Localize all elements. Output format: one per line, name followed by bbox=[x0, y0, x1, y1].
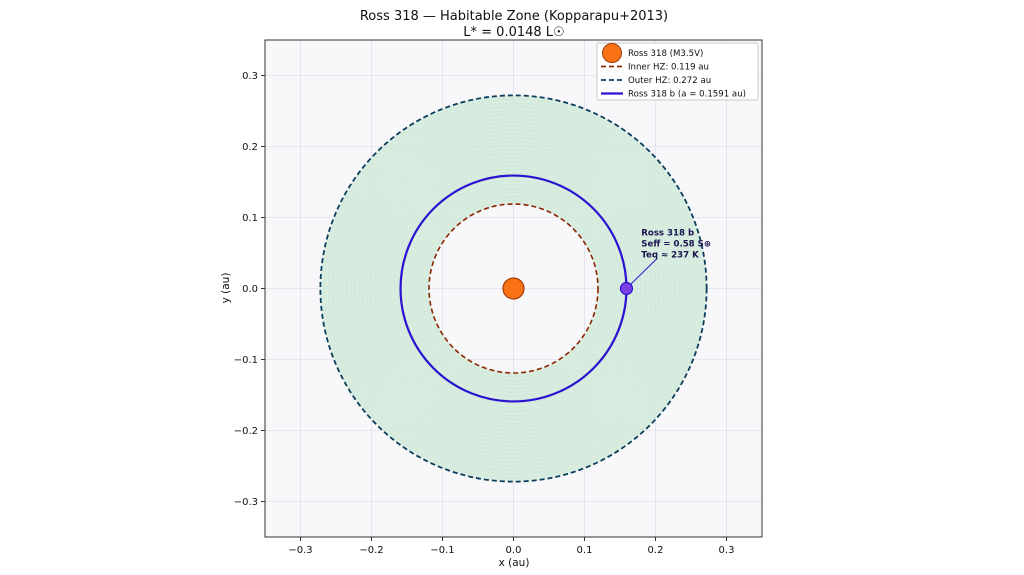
legend-star-swatch bbox=[602, 43, 622, 63]
annotation-line: Ross 318 b bbox=[641, 228, 694, 238]
y-tick-label: −0.3 bbox=[234, 497, 258, 508]
planet-marker bbox=[619, 281, 634, 296]
habitable-zone-hatch bbox=[409, 184, 618, 393]
habitable-zone-hatch bbox=[347, 122, 680, 455]
markers bbox=[502, 277, 634, 300]
habitable-zone-hatch bbox=[331, 106, 696, 471]
x-tick-label: 0.3 bbox=[719, 545, 735, 556]
x-tick-label: 0.0 bbox=[506, 545, 522, 556]
x-tick-label: −0.1 bbox=[430, 545, 454, 556]
legend-entry: Inner HZ: 0.119 au bbox=[628, 63, 709, 73]
habitable-zone-hatch bbox=[324, 99, 703, 478]
legend-box bbox=[596, 42, 759, 101]
x-tick-label: 0.2 bbox=[648, 545, 664, 556]
annotation-line: Teq ≈ 237 K bbox=[641, 250, 699, 260]
habitable-zone-hatch bbox=[390, 165, 637, 412]
y-tick-label: −0.2 bbox=[234, 426, 258, 437]
habitable-zone-hatch bbox=[424, 199, 603, 378]
x-tick-label: −0.3 bbox=[288, 545, 312, 556]
habitable-zone-hatch bbox=[343, 118, 684, 459]
habitable-zone-hatch bbox=[386, 161, 641, 416]
habitable-zone-hatch bbox=[370, 145, 657, 432]
habitable-zone-hatch bbox=[335, 110, 692, 467]
habitable-zone-hatch bbox=[382, 157, 645, 420]
y-tick-label: 0.2 bbox=[242, 142, 258, 153]
chart-subtitle: L* = 0.0148 L☉ bbox=[463, 25, 564, 40]
y-tick-label: 0.1 bbox=[242, 213, 258, 224]
habitable-zone-hatch bbox=[417, 192, 610, 385]
chart-title: Ross 318 — Habitable Zone (Kopparapu+201… bbox=[360, 9, 668, 24]
inner-hz-circle bbox=[428, 203, 599, 374]
x-axis-label: x (au) bbox=[499, 557, 530, 569]
habitable-zone-hatch bbox=[359, 134, 668, 443]
habitable-zone-hatch bbox=[413, 188, 614, 389]
legend-entry: Outer HZ: 0.272 au bbox=[628, 76, 711, 86]
axis-ticks: −0.3 −0.2 −0.1 0.0 0.1 0.2 0.3 −0.3 −0.2 −0.1 0.0 0… bbox=[234, 71, 735, 556]
habitable-zone-hatch bbox=[378, 153, 649, 424]
habitable-zone-hatch bbox=[366, 141, 661, 436]
outer-hz-circle bbox=[319, 94, 708, 483]
annotation-arrow bbox=[630, 258, 657, 285]
legend-entry: Ross 318 (M3.5V) bbox=[628, 49, 703, 59]
habitable-zone-hatch bbox=[355, 130, 672, 447]
habitable-zone-hatch bbox=[421, 196, 606, 381]
habitable-zone-hatch bbox=[327, 102, 700, 475]
x-tick-label: −0.2 bbox=[359, 545, 383, 556]
legend-entry: Ross 318 b (a = 0.1591 au) bbox=[628, 90, 746, 100]
annotation-line: Seff = 0.58 S⊕ bbox=[641, 239, 711, 249]
y-tick-label: −0.1 bbox=[234, 355, 258, 366]
habitable-zone-fill bbox=[320, 95, 707, 482]
y-tick-label: 0.0 bbox=[242, 284, 258, 295]
habitable-zone-hatch bbox=[362, 137, 665, 440]
star-marker bbox=[502, 277, 525, 300]
habitable-zone-hatch bbox=[339, 114, 688, 463]
y-axis-label: y (au) bbox=[220, 273, 232, 304]
y-tick-label: 0.3 bbox=[242, 71, 258, 82]
habitable-zone bbox=[320, 95, 707, 482]
habitable-zone-hatch bbox=[374, 149, 653, 428]
legend: Ross 318 (M3.5V) Inner HZ: 0.119 au Outer … bbox=[596, 42, 759, 101]
x-tick-label: 0.1 bbox=[577, 545, 593, 556]
habitable-zone-hatch bbox=[351, 126, 676, 451]
